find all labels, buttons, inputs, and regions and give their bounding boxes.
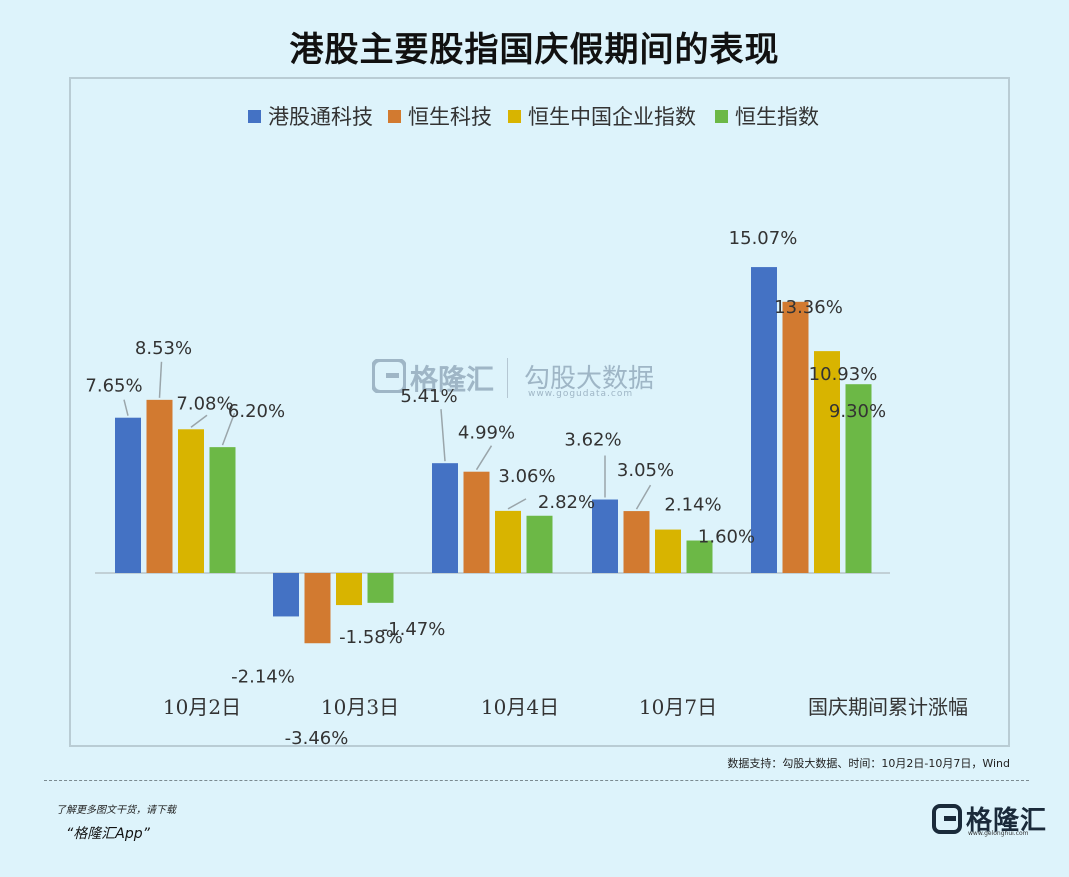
source-note: 数据支持：勾股大数据、时间：10月2日-10月7日，Wind xyxy=(727,757,1010,770)
data-label-5-2: 13.36% xyxy=(774,297,843,318)
data-label-4-2: 3.05% xyxy=(617,460,674,481)
watermark-url: www.gogudata.com xyxy=(528,389,634,399)
bar-3-3 xyxy=(495,510,521,573)
data-label-2-4: -1.47% xyxy=(382,619,446,640)
category-label-1: 10月2日 xyxy=(163,695,241,719)
bar-4-1 xyxy=(592,499,618,573)
watermark-separator xyxy=(507,358,508,398)
bar-2-2 xyxy=(304,573,331,644)
category-label-3: 10月4日 xyxy=(481,695,559,719)
data-label-5-1: 15.07% xyxy=(729,228,798,249)
chart-title: 港股主要股指国庆假期间的表现 xyxy=(289,30,780,70)
data-label-1-2: 8.53% xyxy=(135,338,192,359)
leader-line-4-2 xyxy=(635,484,652,510)
data-label-2-1: -2.14% xyxy=(231,666,295,687)
leader-line-3-1 xyxy=(440,409,446,462)
data-label-1-3: 7.08% xyxy=(176,393,233,414)
data-label-5-3: 10.93% xyxy=(809,364,878,385)
bar-1-1 xyxy=(115,417,141,573)
chart-frame xyxy=(69,77,1010,747)
brand-name: 格隆汇 xyxy=(966,806,1048,836)
data-label-3-4: 2.82% xyxy=(538,492,595,513)
bar-5-3 xyxy=(814,351,840,573)
leader-line-3-2 xyxy=(475,445,493,471)
legend-label-1: 港股通科技 xyxy=(268,105,373,129)
legend-label-2: 恒生科技 xyxy=(408,105,492,129)
category-label-5: 国庆期间累计涨幅 xyxy=(808,695,968,719)
bar-3-2 xyxy=(463,471,490,573)
legend-label-3: 恒生中国企业指数 xyxy=(528,105,696,129)
footer-app-name: “格隆汇App” xyxy=(66,826,150,842)
legend-swatch-4 xyxy=(715,110,728,123)
bar-2-1 xyxy=(273,573,299,617)
leader-line-1-2 xyxy=(158,361,163,398)
legend-swatch-1 xyxy=(248,110,261,123)
category-label-2: 10月3日 xyxy=(321,695,399,719)
watermark-brand: 格隆汇 xyxy=(410,363,495,396)
bar-4-2 xyxy=(623,511,650,573)
data-label-3-3: 3.06% xyxy=(498,466,555,487)
leader-line-1-1 xyxy=(123,399,129,416)
legend-swatch-3 xyxy=(508,110,521,123)
bar-2-4 xyxy=(367,573,394,603)
bar-5-2 xyxy=(782,301,809,573)
bar-5-1 xyxy=(751,267,777,573)
data-label-4-1: 3.62% xyxy=(564,430,621,451)
bar-3-1 xyxy=(432,463,458,573)
category-label-4: 10月7日 xyxy=(639,695,717,719)
leader-line-3-3 xyxy=(507,498,527,510)
brand-url: www.gelonghui.com xyxy=(968,830,1029,837)
data-label-1-1: 7.65% xyxy=(85,376,142,397)
brand-logo-icon xyxy=(932,803,962,834)
data-label-4-3: 2.14% xyxy=(664,495,721,516)
legend-swatch-2 xyxy=(388,110,401,123)
leader-line-1-3 xyxy=(190,414,208,428)
data-label-5-4: 9.30% xyxy=(829,401,886,422)
watermark-logo-icon xyxy=(371,358,407,397)
data-label-3-1: 5.41% xyxy=(400,386,457,407)
bar-2-3 xyxy=(336,573,362,606)
data-label-2-3: -1.58% xyxy=(339,627,403,648)
bar-1-4 xyxy=(209,447,236,573)
leader-line-1-4 xyxy=(221,412,236,446)
bar-4-4 xyxy=(686,540,713,573)
data-label-4-4: 1.60% xyxy=(698,527,755,548)
watermark-product: 勾股大数据 xyxy=(524,364,655,394)
bar-4-3 xyxy=(655,529,681,573)
data-label-3-2: 4.99% xyxy=(458,423,515,444)
footer-note: 了解更多图文干货，请下载 xyxy=(56,805,176,816)
data-label-2-2: -3.46% xyxy=(285,728,349,749)
bar-1-3 xyxy=(178,429,204,573)
bar-3-4 xyxy=(526,515,553,573)
footer-divider xyxy=(44,780,1029,781)
bar-1-2 xyxy=(146,399,173,573)
data-label-1-4: 6.20% xyxy=(228,401,285,422)
brand-logo: 格隆汇 www.gelonghui.com xyxy=(932,800,1047,837)
bar-5-4 xyxy=(845,384,872,573)
legend-label-4: 恒生指数 xyxy=(735,105,819,129)
